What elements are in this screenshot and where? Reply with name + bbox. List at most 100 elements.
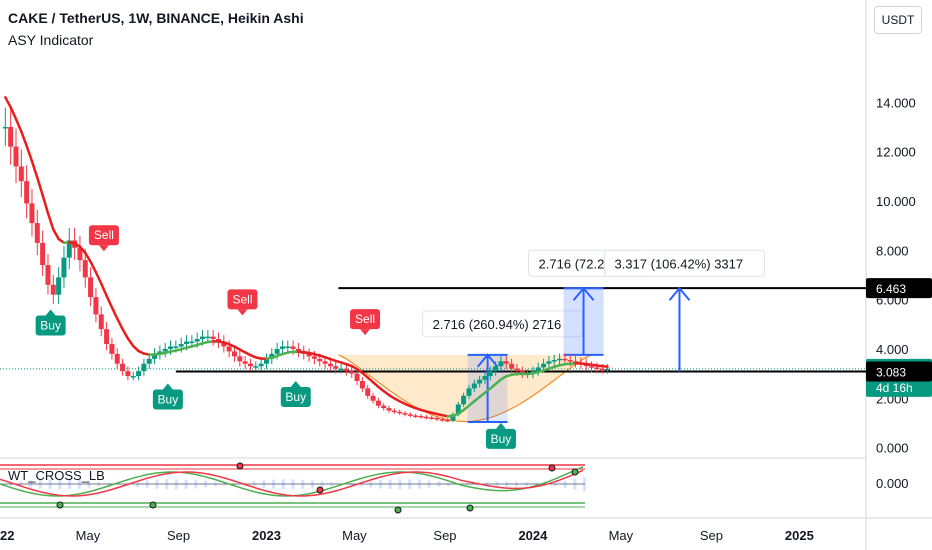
chart-title: CAKE / TetherUS, 1W, BINANCE, Heikin Ash…: [8, 10, 304, 26]
osc-histogram-bar: [301, 479, 305, 489]
candle-body: [40, 242, 46, 266]
candle-body: [386, 408, 392, 411]
osc-cross-dot: [316, 486, 324, 494]
candle-body: [66, 240, 72, 258]
candle-body: [221, 341, 227, 347]
candle-body: [269, 353, 275, 359]
measure-3-label-box: [603, 249, 765, 277]
candle-body: [333, 366, 339, 369]
trend-line-segment: [78, 245, 87, 255]
candle-body: [88, 277, 94, 298]
trend-line-segment: [115, 317, 124, 331]
candle-body: [503, 361, 509, 364]
candle-body: [141, 363, 147, 372]
candle-body: [114, 353, 120, 364]
candle-body: [8, 126, 14, 147]
x-tick-label: May: [76, 528, 101, 543]
buy-signal-box: [485, 428, 516, 449]
osc-cross-dot: [56, 501, 64, 509]
candle-body: [493, 366, 499, 372]
buy-signal-box: [280, 387, 311, 407]
candle-body: [487, 371, 493, 377]
candle-body: [2, 126, 8, 129]
osc-histogram-bar: [165, 479, 169, 490]
candle-body: [61, 257, 67, 278]
osc-histogram-bar: [466, 483, 470, 486]
osc-histogram-bar: [19, 481, 23, 487]
signal-pointer: [360, 329, 371, 336]
candle-body: [18, 166, 24, 182]
osc-histogram-bar: [29, 480, 33, 488]
candle-body: [429, 417, 435, 420]
sell-signal-label: Sell: [355, 312, 375, 326]
resistance-price-badge-text: 6.463: [876, 282, 906, 296]
trend-line-segment: [14, 117, 23, 133]
candle-body: [418, 416, 424, 418]
currency-button[interactable]: USDT: [874, 6, 922, 34]
signal-pointer: [98, 245, 109, 252]
y-tick-label: 10.000: [876, 194, 916, 209]
candle-body: [338, 368, 344, 371]
last-price-badge-countdown: 4d 16h: [876, 381, 913, 395]
candle-body: [397, 411, 403, 414]
osc-histogram-bar: [563, 480, 567, 488]
candle-body: [168, 346, 174, 349]
osc-histogram-bar: [553, 482, 557, 487]
osc-histogram-bar: [330, 482, 334, 487]
measure-3-arrow-head: [668, 286, 691, 301]
x-tick-label: May: [609, 528, 634, 543]
osc-wt2-line: [0, 469, 584, 497]
candle-body: [231, 351, 237, 357]
indicator-label: ASY Indicator: [8, 32, 94, 48]
candle-body: [439, 419, 445, 421]
x-tick-label: May: [342, 528, 367, 543]
osc-histogram-bar: [213, 482, 217, 487]
sell-signal-label: Sell: [232, 292, 252, 306]
signal-pointer: [237, 309, 248, 316]
candle-body: [359, 381, 365, 389]
candle-body: [455, 404, 461, 415]
candle-body: [466, 388, 472, 396]
candle-body: [98, 314, 104, 330]
osc-histogram-bar: [514, 481, 518, 487]
signal-pointer: [162, 383, 173, 390]
candle-body: [375, 400, 381, 406]
osc-histogram-bar: [272, 479, 276, 489]
candle-body: [391, 410, 397, 413]
x-tick-label: 2022: [0, 528, 14, 543]
candle-body: [45, 265, 51, 285]
candle-body: [599, 368, 605, 371]
osc-histogram-bar: [359, 481, 363, 487]
trend-line-segment: [20, 130, 28, 148]
trend-line-segment: [9, 105, 18, 121]
candle-body: [56, 277, 62, 295]
oscillator-label: WT_CROSS_LB: [8, 468, 105, 483]
signal-pointer: [45, 309, 56, 316]
osc-histogram-bar: [252, 481, 256, 488]
candle-body: [434, 418, 440, 420]
candle-body: [541, 363, 547, 368]
osc-histogram-bar: [97, 481, 101, 487]
candle-body: [327, 363, 333, 367]
buy-signal-label: Buy: [40, 318, 61, 332]
cup-shape: [338, 354, 592, 422]
candle-body: [317, 358, 323, 362]
candle-body: [93, 297, 99, 315]
candle-body: [194, 339, 200, 342]
candle-body: [322, 361, 328, 364]
osc-histogram-bar: [58, 479, 62, 490]
candle-body: [519, 371, 525, 374]
candle-body: [514, 368, 520, 372]
x-tick-label: 2024: [518, 528, 548, 543]
osc-cross-dot: [571, 468, 579, 476]
candle-body: [162, 348, 168, 352]
candle-body: [407, 414, 413, 416]
candle-body: [594, 367, 600, 369]
osc-histogram-bar: [68, 479, 72, 490]
x-tick-label: Sep: [433, 528, 456, 543]
osc-histogram-bar: [320, 481, 324, 488]
sell-signal-box: [350, 309, 381, 330]
trend-line-segment: [52, 228, 60, 241]
candle-body: [605, 368, 611, 371]
